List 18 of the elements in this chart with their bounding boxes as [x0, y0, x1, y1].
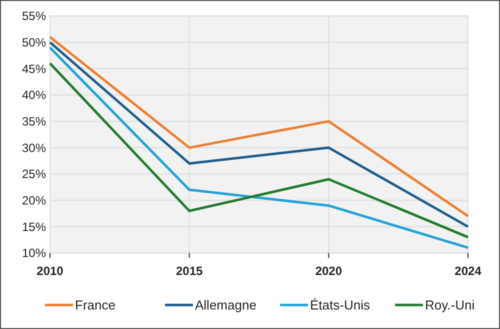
y-tick-label: 10%	[22, 246, 46, 260]
y-tick-label: 40%	[22, 88, 46, 102]
legend-label: France	[75, 298, 116, 313]
legend-label: États-Unis	[310, 298, 370, 313]
x-tick-label: 2015	[176, 264, 204, 278]
legend-label: Allemagne	[195, 298, 256, 313]
y-tick-label: 25%	[22, 167, 46, 182]
y-tick-label: 15%	[22, 220, 46, 234]
y-tick-label: 35%	[22, 114, 46, 129]
y-tick-label: 45%	[22, 62, 46, 76]
x-tick-label: 2020	[315, 264, 342, 278]
y-tick-label: 30%	[22, 140, 46, 155]
y-tick-label: 50%	[22, 36, 46, 50]
y-tick-label: 55%	[22, 9, 46, 24]
y-tick-label: 20%	[22, 194, 46, 208]
x-tick-label: 2010	[36, 264, 64, 278]
x-tick-label: 2024	[454, 264, 482, 278]
legend-label: Roy.-Uni	[425, 298, 475, 313]
